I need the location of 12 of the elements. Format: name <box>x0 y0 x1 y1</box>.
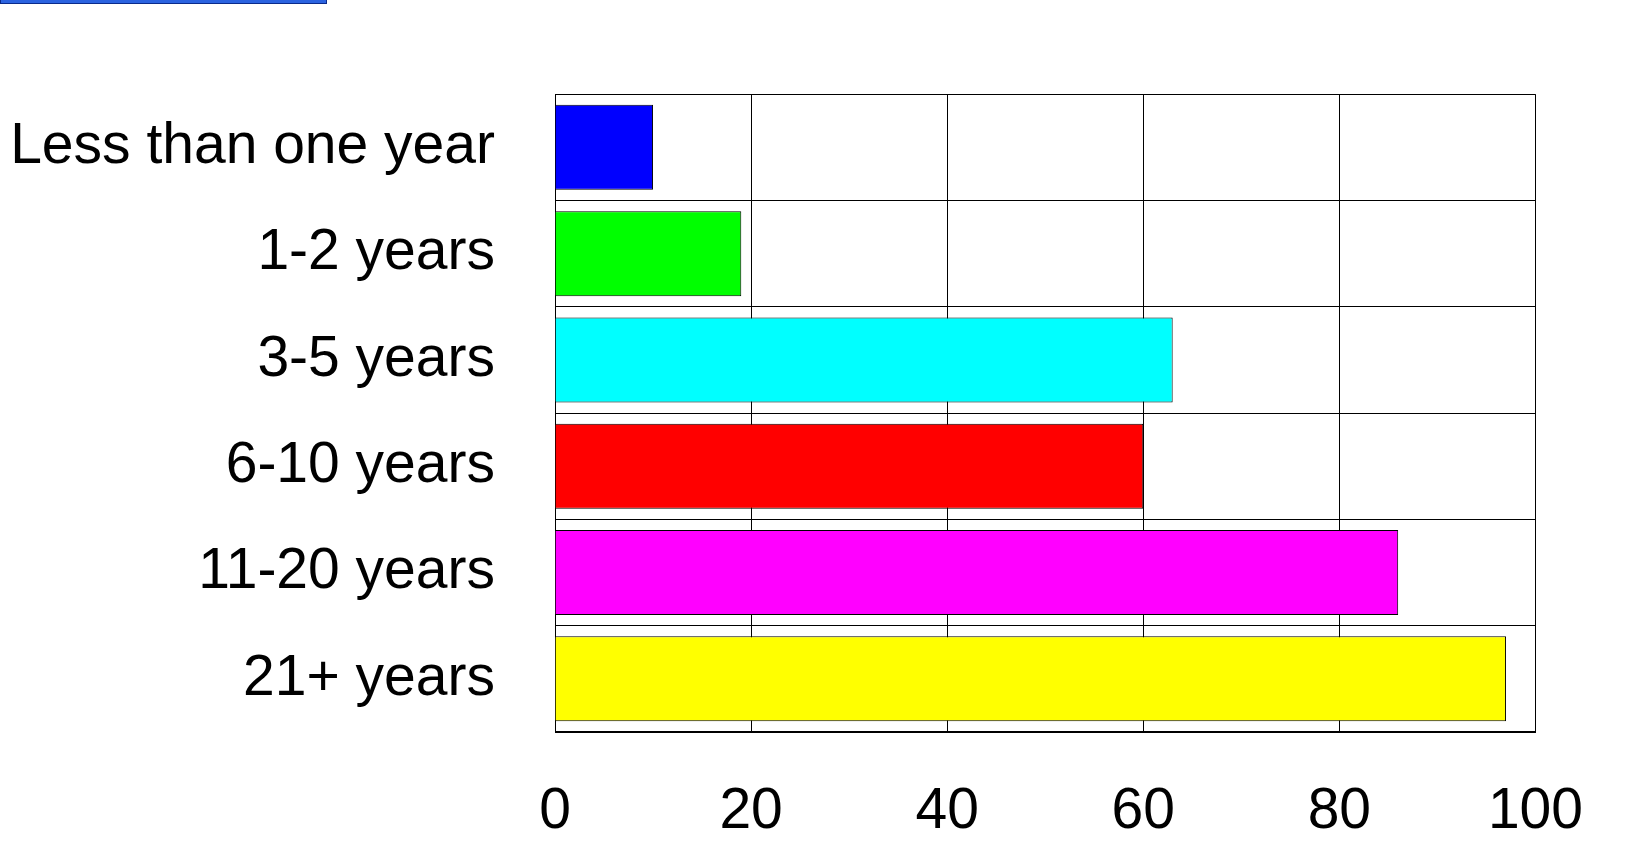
x-tick-label: 80 <box>1307 775 1372 840</box>
x-tick-label: 60 <box>1111 775 1175 840</box>
y-tick-label: 21+ years <box>243 642 495 707</box>
y-tick-label: 1-2 years <box>257 217 495 282</box>
y-tick-label: 11-20 years <box>198 536 495 601</box>
x-tick-label: 100 <box>1487 775 1583 840</box>
x-tick-label: 0 <box>539 775 571 840</box>
x-tick-label: 40 <box>915 775 979 840</box>
x-tick-label: 20 <box>719 775 783 840</box>
y-tick-label: 6-10 years <box>225 429 495 494</box>
y-tick-label: 3-5 years <box>257 323 495 388</box>
y-tick-label: Less than one year <box>10 111 496 176</box>
